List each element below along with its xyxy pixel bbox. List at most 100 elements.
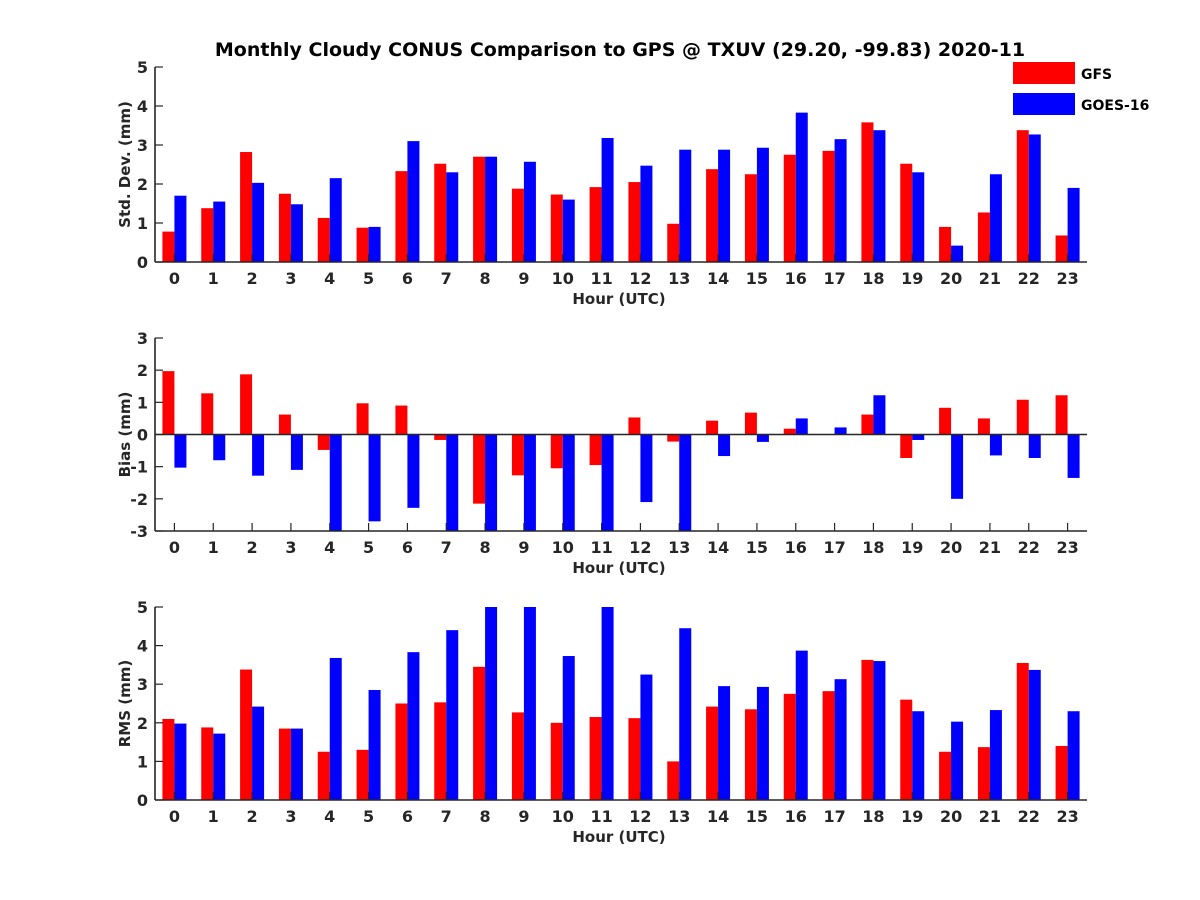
bar-goes-16-8 [485,607,498,800]
x-tick-label: 13 [668,538,690,557]
bar-gfs-0 [162,231,175,262]
bar-gfs-23 [1055,395,1068,435]
y-tick-label: 1 [137,752,148,771]
bar-goes-16-23 [1067,711,1080,800]
x-tick-label: 8 [480,807,491,826]
y-tick-label: 2 [137,175,148,194]
x-tick-label: 7 [441,269,452,288]
bar-gfs-22 [1016,130,1029,262]
bar-gfs-21 [977,747,990,800]
bar-gfs-18 [861,122,874,262]
bar-goes-16-10 [562,434,575,531]
x-tick-label: 12 [629,269,651,288]
bar-gfs-12 [628,718,641,800]
bar-gfs-9 [511,188,524,262]
x-tick-label: 14 [707,538,729,557]
x-tick-label: 15 [746,807,768,826]
bar-gfs-14 [706,706,719,800]
x-tick-label: 20 [940,807,962,826]
bar-gfs-21 [977,212,990,262]
bar-goes-16-16 [795,112,808,262]
bar-gfs-21 [977,418,990,435]
bar-goes-16-8 [485,434,498,531]
bar-gfs-9 [511,434,524,476]
bar-gfs-14 [706,169,719,262]
bar-goes-16-5 [368,226,381,262]
x-tick-label: 20 [940,538,962,557]
y-tick-label: 3 [137,675,148,694]
bar-goes-16-9 [523,434,536,531]
bar-goes-16-22 [1028,669,1041,800]
y-tick-label: 0 [137,253,148,272]
bar-goes-16-22 [1028,434,1041,458]
y-tick-label: 0 [137,791,148,810]
y-tick-label: 3 [137,329,148,348]
bar-gfs-3 [278,414,291,435]
x-tick-label: 11 [590,538,612,557]
bar-gfs-0 [162,371,175,435]
bar-goes-16-16 [795,418,808,435]
bar-gfs-20 [939,226,952,262]
x-tick-label: 8 [480,538,491,557]
x-tick-label: 11 [590,269,612,288]
x-tick-label: 15 [746,269,768,288]
bar-gfs-1 [201,208,214,262]
bar-gfs-4 [317,751,330,800]
x-tick-label: 2 [247,538,258,557]
bar-goes-16-6 [407,434,420,508]
legend-label-gfs: GFS [1081,67,1112,83]
bar-goes-16-11 [601,434,614,531]
bar-goes-16-2 [252,182,265,262]
y-tick-label: -1 [130,458,148,477]
bar-goes-16-9 [523,607,536,800]
bar-gfs-22 [1016,662,1029,800]
x-tick-label: 22 [1018,269,1040,288]
bar-goes-16-3 [290,434,303,470]
bar-gfs-6 [395,171,408,262]
bar-gfs-12 [628,417,641,435]
y-tick-label: 2 [137,361,148,380]
bar-gfs-1 [201,727,214,800]
bar-gfs-15 [744,709,757,800]
x-tick-label: 17 [823,538,845,557]
legend-swatch-gfs [1013,62,1075,84]
bar-gfs-13 [667,223,680,262]
x-tick-label: 21 [979,807,1001,826]
bar-goes-16-7 [446,630,459,800]
x-tick-label: 0 [169,807,180,826]
bar-gfs-3 [278,193,291,262]
bar-goes-16-10 [562,656,575,800]
bar-goes-16-7 [446,434,459,531]
bar-goes-16-5 [368,689,381,800]
bar-goes-16-4 [329,657,342,800]
x-tick-label: 18 [862,269,884,288]
y-tick-label: 1 [137,214,148,233]
bar-goes-16-12 [640,434,653,503]
bar-goes-16-17 [834,427,847,435]
bar-gfs-7 [434,434,447,440]
bar-goes-16-18 [873,130,886,262]
bar-gfs-13 [667,761,680,800]
x-tick-label: 6 [402,538,413,557]
x-tick-label: 6 [402,269,413,288]
x-tick-label: 21 [979,269,1001,288]
bar-goes-16-14 [718,434,731,457]
x-tick-label: 2 [247,807,258,826]
figure-title: Monthly Cloudy CONUS Comparison to GPS @… [215,39,1025,61]
x-axis-label: Hour (UTC) [572,559,665,577]
x-tick-label: 21 [979,538,1001,557]
bar-goes-16-11 [601,137,614,262]
bar-gfs-8 [473,666,486,800]
bar-goes-16-3 [290,204,303,262]
legend: GFS GOES-16 [1013,62,1149,115]
x-tick-label: 3 [285,807,296,826]
x-tick-label: 0 [169,269,180,288]
x-tick-label: 9 [518,269,529,288]
x-tick-label: 4 [324,269,335,288]
x-tick-label: 8 [480,269,491,288]
x-tick-label: 14 [707,269,729,288]
bar-gfs-4 [317,434,330,450]
bar-goes-16-13 [679,434,692,531]
y-tick-label: 1 [137,393,148,412]
